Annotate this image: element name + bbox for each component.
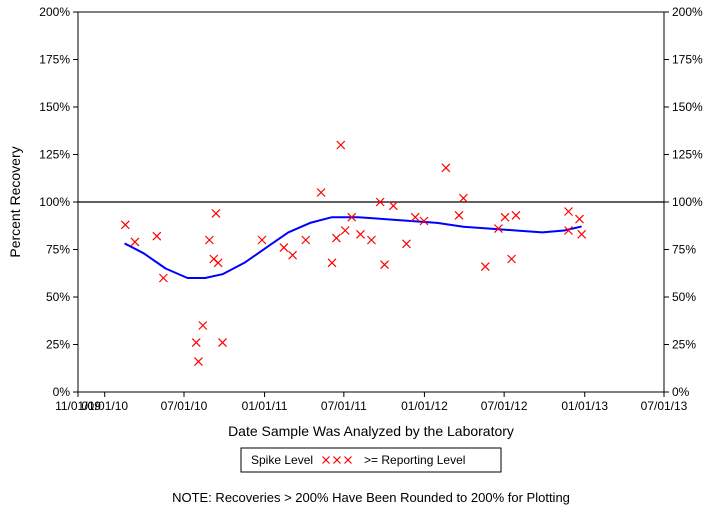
y-tick-label: 75% — [46, 243, 70, 257]
y-tick-label: 175% — [39, 53, 70, 67]
y-tick-label-right: 200% — [672, 5, 703, 19]
y-tick-label: 25% — [46, 338, 70, 352]
y-tick-label-right: 0% — [672, 385, 690, 399]
chart-container: 0% 0% 25% 25% 50% 50% 75% 75% 100% 100% 125% 125% 15… — [0, 0, 720, 528]
y-tick-label-right: 75% — [672, 243, 696, 257]
y-tick-label-right: 125% — [672, 148, 703, 162]
y-tick-label: 100% — [39, 195, 70, 209]
x-tick-label: 01/01/10 — [81, 399, 128, 413]
y-tick-label-right: 100% — [672, 195, 703, 209]
x-tick-label: 07/01/12 — [481, 399, 528, 413]
x-tick-label: 01/01/11 — [242, 399, 288, 413]
scatter-chart: 0% 0% 25% 25% 50% 50% 75% 75% 100% 100% 125% 125% 15… — [0, 0, 720, 528]
legend-title: Spike Level — [251, 453, 313, 467]
x-tick-label: 01/01/12 — [401, 399, 448, 413]
y-tick-label-right: 175% — [672, 53, 703, 67]
chart-note: NOTE: Recoveries > 200% Have Been Rounde… — [172, 490, 570, 505]
y-tick-label: 150% — [39, 100, 70, 114]
x-tick-label: 01/01/13 — [561, 399, 608, 413]
y-tick-label: 125% — [39, 148, 70, 162]
y-axis-label: Percent Recovery — [7, 146, 23, 257]
y-tick-label-right: 25% — [672, 338, 696, 352]
x-axis-label: Date Sample Was Analyzed by the Laborato… — [228, 423, 514, 439]
y-tick-label: 0% — [53, 385, 71, 399]
x-tick-label: 07/01/13 — [641, 399, 688, 413]
legend-entry-label: >= Reporting Level — [364, 453, 465, 467]
y-tick-label: 50% — [46, 290, 70, 304]
y-tick-label: 200% — [39, 5, 70, 19]
x-tick-label: 07/01/11 — [321, 399, 367, 413]
y-tick-label-right: 50% — [672, 290, 696, 304]
x-tick-label: 07/01/10 — [161, 399, 208, 413]
y-tick-label-right: 150% — [672, 100, 703, 114]
